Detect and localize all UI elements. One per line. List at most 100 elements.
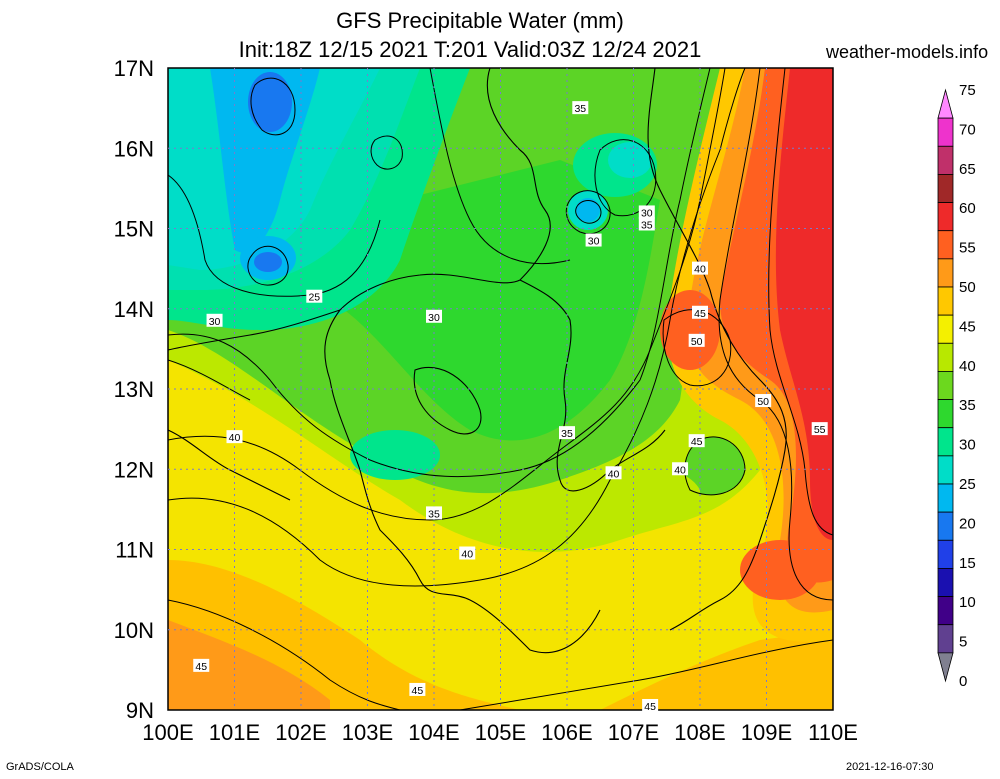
contour-label: 35 [561, 428, 573, 440]
colorbar-label: 35 [959, 397, 976, 414]
colorbar-label: 75 [959, 82, 976, 99]
lat-tick-label: 9N [126, 698, 154, 723]
contour-label: 45 [412, 685, 424, 697]
lat-tick-label: 13N [114, 377, 154, 402]
colorbar-swatch [937, 539, 954, 569]
contour-label-bg [605, 466, 622, 480]
colorbar-label: 45 [959, 318, 976, 335]
map-title: GFS Precipitable Water (mm) [336, 8, 624, 33]
contour-label: 55 [814, 424, 826, 436]
contour-label-bg [559, 426, 575, 440]
lat-tick-label: 10N [114, 618, 154, 643]
colorbar-swatch [937, 286, 954, 316]
colorbar-label: 0 [959, 673, 967, 690]
lat-tick-label: 11N [115, 538, 154, 563]
contour-label: 40 [674, 464, 686, 476]
contour-label-bg [638, 205, 655, 219]
contour-label-bg [642, 698, 659, 712]
colorbar-swatch [937, 596, 954, 626]
colorbar-swatch [937, 455, 954, 485]
contour-label-bg [811, 422, 828, 436]
lon-tick-label: 102E [275, 720, 326, 745]
contour-label-bg [206, 313, 223, 327]
contour-label: 50 [757, 396, 769, 408]
contour-label-bg [692, 305, 708, 319]
contour-label-bg [755, 394, 772, 408]
contour-label: 45 [691, 436, 703, 448]
colorbar-swatch [937, 314, 954, 344]
lat-tick-label: 17N [114, 56, 154, 81]
colorbar-swatch [937, 145, 954, 175]
contour-label-bg [572, 101, 589, 115]
colorbar-label: 70 [959, 121, 976, 138]
contour-label: 35 [641, 219, 653, 231]
contour-label-bg [672, 462, 689, 476]
contour-label: 45 [644, 701, 656, 713]
colorbar-swatch [937, 258, 954, 288]
contour-label: 40 [608, 468, 620, 480]
contour-label-bg [306, 289, 323, 303]
colorbar-swatch [937, 230, 954, 260]
generation-timestamp: 2021-12-16-07:30 [846, 761, 934, 773]
lon-tick-label: 104E [408, 720, 459, 745]
contour-label-bg [459, 546, 476, 560]
lon-tick-label: 108E [674, 720, 725, 745]
colorbar-swatch [937, 117, 954, 147]
colorbar-swatch [937, 511, 954, 541]
contour-label-bg [585, 233, 602, 247]
precipitable-water-field [168, 68, 833, 710]
contour-label: 40 [461, 549, 473, 561]
colorbar-swatch [937, 652, 954, 683]
colorbar-swatch [937, 399, 954, 429]
lat-tick-label: 16N [114, 136, 154, 161]
colorbar-swatch [937, 202, 954, 232]
lat-tick-label: 14N [114, 297, 154, 322]
contour-label: 30 [428, 312, 440, 324]
contour-label-bg [426, 506, 442, 520]
colorbar-label: 30 [959, 437, 976, 454]
contour-label: 45 [195, 661, 207, 673]
colorbar-label: 5 [959, 634, 967, 651]
colorbar-swatch [937, 174, 954, 203]
contour-label: 50 [691, 336, 703, 348]
contour-label-bg [688, 434, 705, 448]
colorbar-label: 20 [959, 515, 976, 532]
colorbar-swatch [937, 624, 954, 654]
colorbar-label: 15 [959, 555, 976, 572]
contour-label: 35 [574, 103, 586, 115]
colorbar-swatch [937, 342, 954, 372]
lon-tick-label: 109E [741, 720, 792, 745]
colorbar-label: 25 [959, 476, 976, 493]
lat-tick-label: 15N [114, 217, 154, 242]
contour-label: 30 [588, 236, 600, 248]
contour-label-bg [409, 682, 426, 696]
lon-tick-label: 105E [475, 720, 526, 745]
contour-label-bg [638, 217, 655, 231]
colorbar-swatch [937, 88, 954, 119]
contour-label: 40 [229, 432, 241, 444]
contour-label-bg [426, 309, 442, 323]
contour-label: 30 [641, 207, 653, 219]
lon-tick-label: 107E [608, 720, 659, 745]
colorbar-label: 10 [959, 594, 976, 611]
contour-label-bg [226, 430, 243, 444]
lon-tick-label: 103E [342, 720, 393, 745]
lon-tick-label: 110E [808, 720, 858, 745]
contour-label: 35 [428, 508, 440, 520]
source-site-label: weather-models.info [826, 42, 989, 62]
colorbar-label: 55 [959, 240, 976, 257]
colorbar [937, 88, 954, 683]
contour-label-bg [193, 658, 210, 672]
contour-label: 40 [694, 264, 706, 276]
contour-label-bg [692, 261, 708, 275]
colorbar-label: 40 [959, 358, 976, 375]
map-subtitle: Init:18Z 12/15 2021 T:201 Valid:03Z 12/2… [238, 37, 702, 62]
lat-tick-label: 12N [114, 457, 154, 482]
lon-tick-label: 101E [209, 720, 260, 745]
lon-tick-label: 100E [142, 720, 193, 745]
software-credit: GrADS/COLA [6, 761, 74, 773]
colorbar-label: 65 [959, 161, 976, 178]
colorbar-swatch [937, 371, 954, 400]
contour-label: 30 [209, 316, 221, 328]
